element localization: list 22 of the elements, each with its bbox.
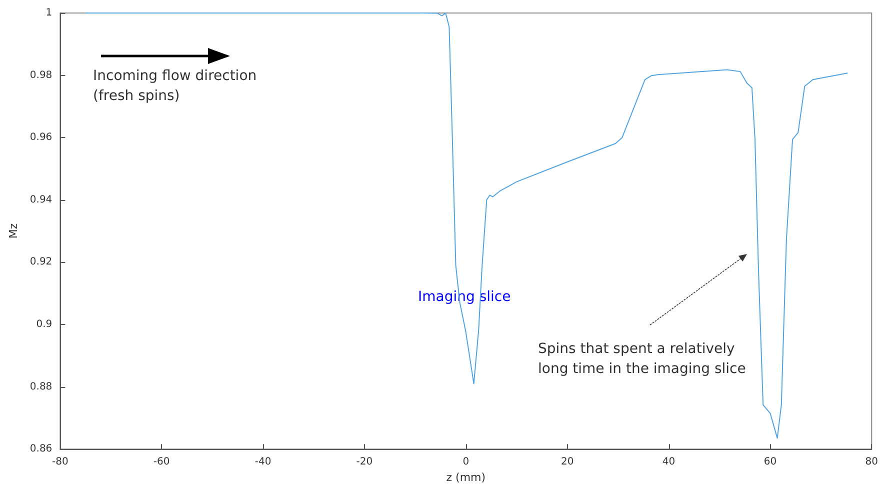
y-tick-label: 0.96: [30, 132, 52, 144]
x-tick-label: -20: [356, 456, 373, 468]
x-tick-label: -80: [52, 456, 68, 468]
annotation: Spins that spent a relatively long time in the imaging slice: [538, 341, 746, 377]
y-tick-label: 1: [46, 8, 52, 18]
y-tick-label: 0.9: [36, 319, 52, 330]
y-tick-label: 0.98: [30, 70, 52, 81]
x-tick-label: 0: [462, 456, 470, 468]
x-tick-label: 40: [662, 456, 676, 468]
y-tick-label: 0.88: [30, 381, 52, 392]
annotation: Incoming flow direction (fresh spins): [93, 68, 257, 104]
y-tick-label: 0.86: [30, 444, 52, 455]
x-tick-label: -60: [153, 456, 170, 468]
x-tick-label: 60: [764, 456, 777, 468]
x-axis-title: z (mm): [446, 471, 486, 484]
x-tick-label: 20: [560, 456, 574, 468]
line-series: [85, 12, 848, 439]
y-axis-title: Mz: [7, 223, 20, 239]
x-tick-label: -40: [254, 456, 272, 468]
y-tick-label: 0.94: [30, 194, 52, 206]
x-tick-label: 80: [865, 456, 878, 468]
y-tick-label: 0.92: [30, 256, 52, 268]
